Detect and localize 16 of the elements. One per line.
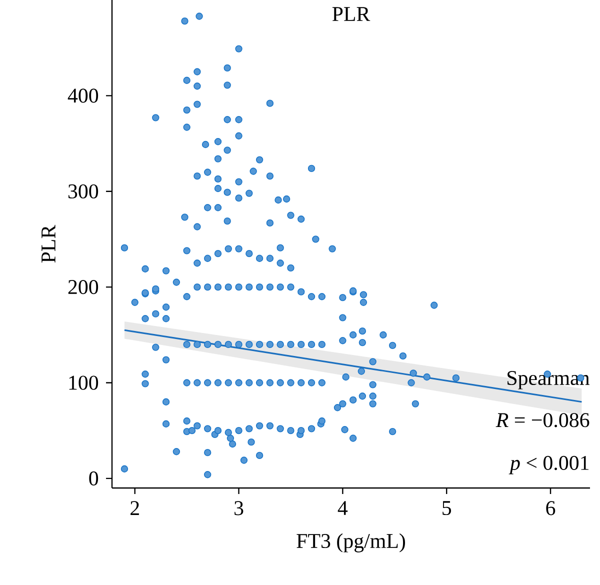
x-axis-title: FT3 (pg/mL) bbox=[296, 533, 406, 552]
x-tick-label: 6 bbox=[546, 501, 556, 516]
y-tick-label: 400 bbox=[68, 88, 98, 103]
annotation: R = −0.086 bbox=[496, 413, 590, 428]
x-tick-label: 3 bbox=[234, 501, 244, 516]
y-tick-label: 300 bbox=[68, 184, 98, 198]
y-axis-title: PLR bbox=[42, 224, 56, 263]
y-tick-label: 200 bbox=[68, 280, 98, 294]
chart-title: PLR bbox=[332, 7, 370, 21]
y-tick-label: 100 bbox=[69, 376, 98, 390]
x-tick-label: 2 bbox=[130, 501, 139, 515]
x-tick-label: 4 bbox=[338, 501, 348, 515]
y-tick-label: 0 bbox=[89, 471, 98, 486]
annotation: Spearman bbox=[508, 370, 590, 390]
x-tick-label: 5 bbox=[442, 501, 452, 516]
annotation: p < 0.001 bbox=[508, 456, 589, 474]
